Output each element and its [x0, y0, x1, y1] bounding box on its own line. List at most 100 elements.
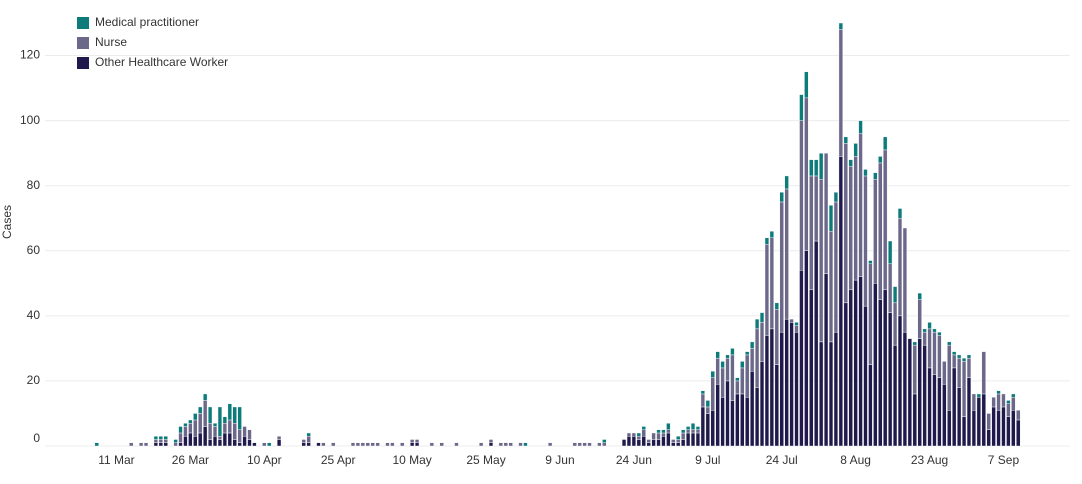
- bar-segment: [947, 344, 952, 411]
- bar-segment: [912, 341, 917, 346]
- x-tick-label: 26 Mar: [172, 453, 209, 467]
- bar-segment: [863, 175, 868, 307]
- bar-segment: [754, 318, 760, 330]
- bar-segment: [892, 302, 898, 346]
- bar-segment: [188, 423, 193, 434]
- x-tick-label: 10 Apr: [247, 453, 282, 467]
- bar-segment: [173, 439, 178, 443]
- bar-segment: [730, 348, 735, 356]
- bar-segment: [942, 383, 947, 447]
- bar-segment: [267, 442, 272, 447]
- bar-segment: [350, 442, 356, 447]
- bar-segment: [971, 410, 977, 447]
- bar-segment: [582, 442, 587, 447]
- bar-segment: [1016, 410, 1021, 421]
- bar-segment: [823, 273, 829, 447]
- bar-segment: [759, 322, 765, 362]
- bar-segment: [759, 361, 765, 447]
- bar-segment: [690, 423, 696, 430]
- bar-segment: [853, 156, 858, 281]
- bar-segment: [848, 289, 853, 447]
- bar-segment: [740, 361, 745, 369]
- x-tick-label: 7 Sep: [988, 453, 1020, 467]
- bar-segment: [848, 159, 853, 167]
- bar-segment: [853, 143, 858, 157]
- bar-segment: [774, 302, 779, 310]
- bar-segment: [819, 152, 824, 180]
- bar-segment: [922, 328, 927, 333]
- bar-segment: [656, 432, 661, 440]
- bar-segment: [690, 429, 696, 434]
- bar-segment: [621, 439, 627, 447]
- bar-segment: [897, 315, 903, 447]
- bar-segment: [681, 429, 686, 434]
- y-axis-label: Cases: [0, 205, 14, 239]
- bar-segment: [158, 436, 163, 440]
- bar-segment: [932, 331, 937, 375]
- bar-segment: [715, 357, 720, 385]
- y-tick-label: 100: [20, 113, 40, 127]
- bar-segment: [779, 201, 784, 333]
- bar-segment: [671, 439, 676, 443]
- bar-segment: [1006, 416, 1011, 447]
- bar-segment: [232, 439, 237, 447]
- bar-segment: [676, 436, 681, 440]
- bar-segment: [784, 318, 789, 447]
- bar-segment: [227, 419, 232, 434]
- bar-segment: [853, 279, 858, 447]
- bar-segment: [217, 406, 223, 437]
- bar-segment: [217, 436, 223, 440]
- bar-segment: [656, 429, 661, 434]
- bar-segment: [153, 436, 158, 440]
- bar-segment: [301, 439, 306, 443]
- bar-segment: [163, 439, 168, 443]
- bar-segment: [858, 133, 863, 278]
- bar-segment: [745, 396, 750, 447]
- bar-segment: [971, 393, 977, 411]
- bar-segment: [996, 390, 1001, 395]
- bar-segment: [700, 393, 705, 408]
- bar-segment: [725, 354, 730, 359]
- bar-segment: [735, 380, 740, 395]
- bar-segment: [602, 442, 607, 447]
- bar-segment: [685, 426, 691, 430]
- bar-segment: [725, 357, 730, 382]
- bar-segment: [685, 429, 691, 434]
- bar-segment: [843, 136, 848, 144]
- bar-segment: [794, 322, 799, 326]
- bar-segment: [700, 406, 705, 447]
- bar-segment: [587, 442, 592, 447]
- bar-segment: [952, 354, 957, 369]
- bar-segment: [203, 393, 208, 401]
- bar-segment: [1016, 419, 1021, 447]
- bar-segment: [838, 22, 843, 30]
- bar-segment: [878, 299, 883, 447]
- bar-segment: [242, 426, 247, 437]
- bar-segment: [705, 406, 710, 414]
- bar-segment: [222, 416, 227, 424]
- bar-segment: [710, 410, 715, 447]
- x-tick-label: 23 Aug: [911, 453, 948, 467]
- bar-segment: [163, 436, 168, 440]
- bar-segment: [681, 439, 686, 447]
- bar-segment: [375, 442, 380, 447]
- bar-segment: [947, 341, 952, 346]
- bar-segment: [193, 419, 198, 437]
- bar-segment: [237, 442, 242, 447]
- bar-segment: [203, 400, 208, 427]
- bar-segment: [188, 419, 193, 424]
- bar-segment: [833, 331, 839, 447]
- bar-segment: [754, 387, 760, 447]
- bar-segment: [957, 354, 962, 359]
- bar-segment: [1011, 393, 1016, 398]
- bar-segment: [828, 341, 834, 447]
- bar-segment: [981, 351, 986, 395]
- bar-segment: [730, 354, 735, 401]
- bar-segment: [158, 439, 163, 443]
- bar-segment: [922, 344, 927, 447]
- bar-segment: [863, 169, 868, 177]
- bar-segment: [178, 432, 183, 443]
- bar-segment: [799, 120, 804, 271]
- bar-segment: [232, 406, 237, 424]
- bar-segment: [966, 377, 972, 447]
